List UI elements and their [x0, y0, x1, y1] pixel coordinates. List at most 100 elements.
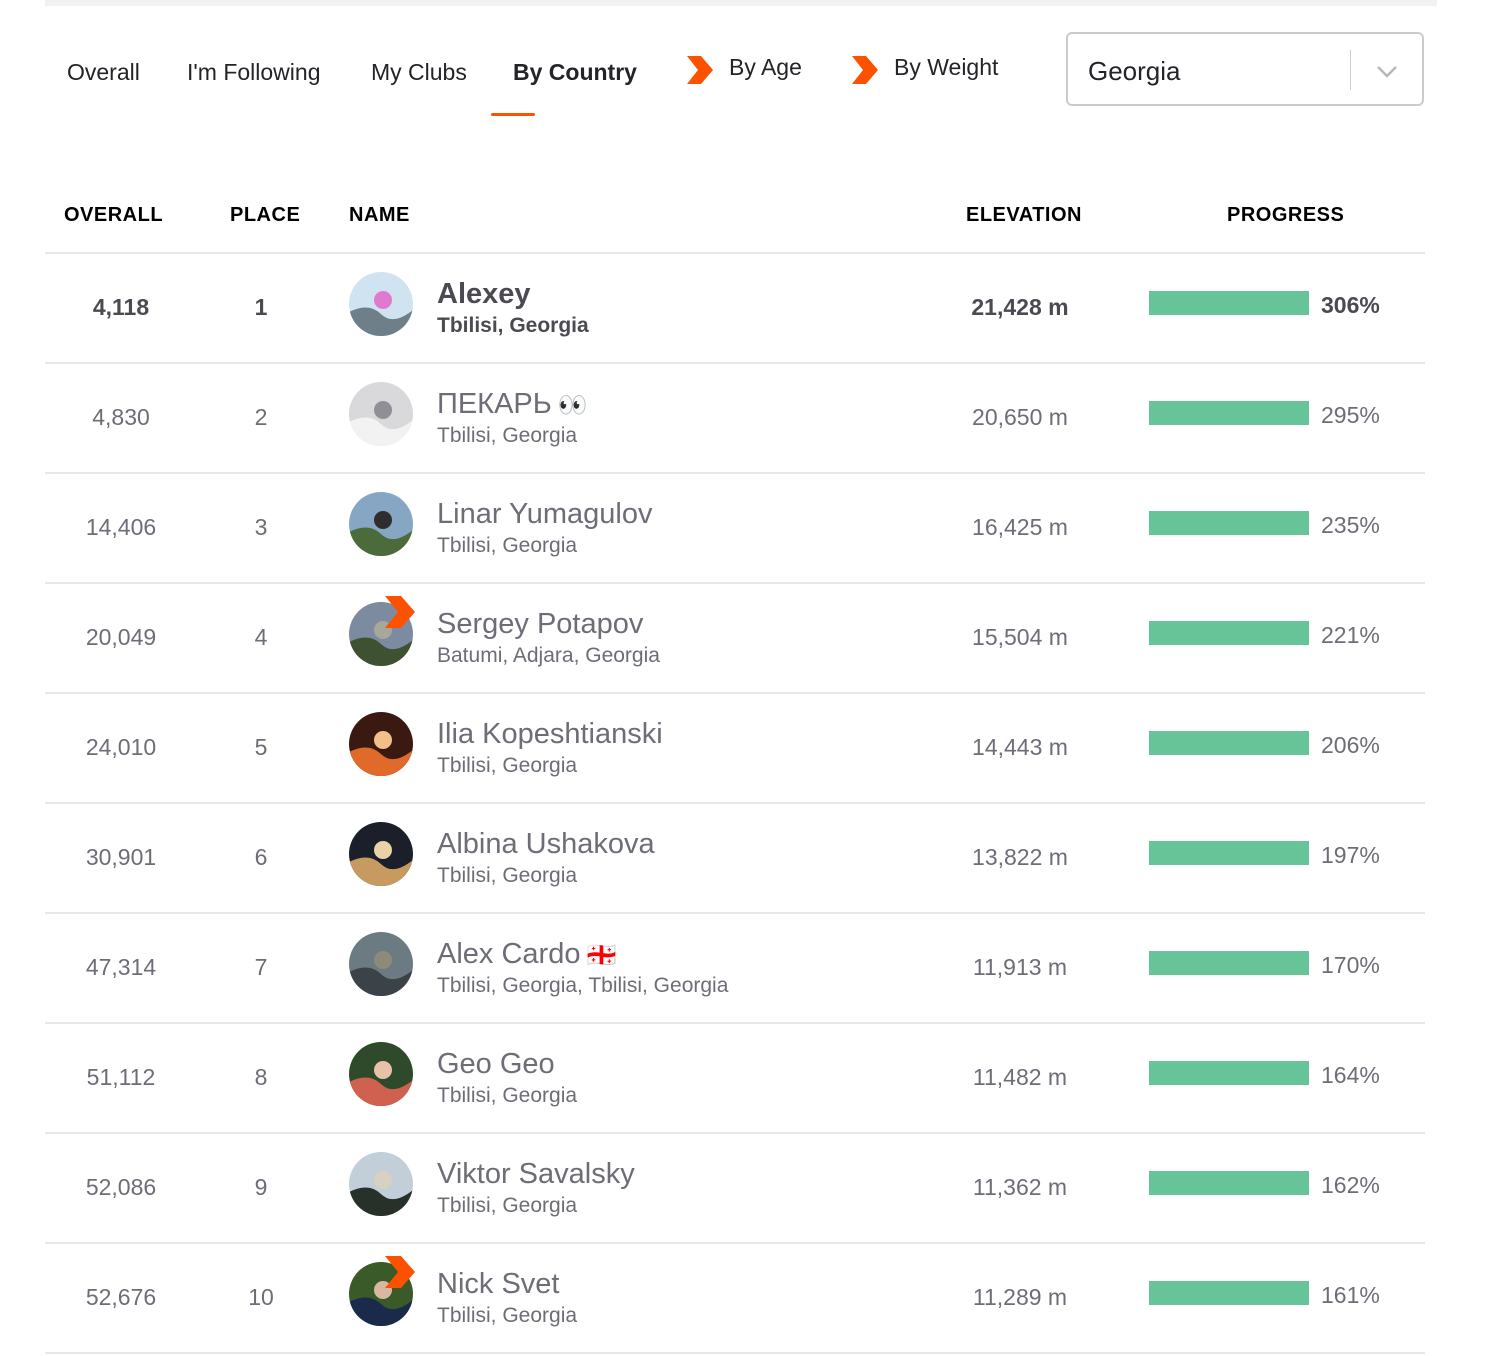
- progress-bar: [1149, 731, 1309, 755]
- progress-bar: [1149, 511, 1309, 535]
- athlete-location: Tbilisi, Georgia: [437, 534, 578, 557]
- progress-percent: 162%: [1321, 1172, 1380, 1198]
- country-place: 9: [254, 1174, 268, 1200]
- avatar-photo: [349, 1042, 413, 1106]
- overall-rank: 51,112: [86, 1064, 156, 1090]
- athlete-name-link[interactable]: Linar Yumagulov: [437, 498, 653, 531]
- athlete-name: Alex Cardo: [437, 938, 581, 970]
- elevation-value: 13,822 m: [972, 844, 1068, 870]
- athlete-name-link[interactable]: ПЕКАРЬ 👀: [437, 388, 588, 421]
- athlete-name: Nick Svet: [437, 1268, 560, 1300]
- overall-rank: 30,901: [85, 844, 157, 870]
- table-row: 4,830 2 ПЕКАРЬ 👀 Tbilisi, Georgia 20,650 m 295…: [45, 364, 1425, 474]
- avatar-photo: [349, 492, 413, 556]
- athlete-location: Tbilisi, Georgia: [437, 1084, 578, 1107]
- athlete-location: Tbilisi, Georgia: [437, 314, 589, 337]
- avatar-photo: [349, 822, 413, 886]
- progress-percent: 206%: [1321, 732, 1380, 758]
- athlete-name-link[interactable]: Ilia Kopeshtianski: [437, 718, 663, 751]
- table-row: 24,010 5 Ilia Kopeshtianski Tbilisi, Georgi…: [45, 694, 1425, 804]
- table-row: 20,049 4 Sergey Potapov Batumi, Adjara, Geo…: [45, 584, 1425, 694]
- progress-bar: [1149, 841, 1309, 865]
- table-header: OVERALL PLACE NAME ELEVATION PROGRESS: [45, 190, 1425, 254]
- elevation-value: 11,913 m: [972, 954, 1068, 980]
- country-place: 8: [254, 1064, 268, 1090]
- avatar[interactable]: [349, 382, 413, 446]
- progress-bar: [1149, 951, 1309, 975]
- country-place: 2: [254, 404, 268, 430]
- avatar-photo: [349, 382, 413, 446]
- avatar[interactable]: [349, 492, 413, 556]
- athlete-name-link[interactable]: Nick Svet: [437, 1268, 559, 1301]
- avatar[interactable]: [349, 712, 413, 776]
- tab-label: I'm Following: [187, 59, 321, 85]
- tab-label: By Weight: [894, 54, 999, 80]
- athlete-location: Tbilisi, Georgia, Tbilisi, Georgia: [437, 974, 729, 997]
- leaderboard-tabs: Overall I'm Following My Clubs By Countr…: [45, 30, 1045, 116]
- athlete-name: Geo Geo: [437, 1048, 555, 1080]
- overall-rank: 24,010: [85, 734, 157, 760]
- country-place: 10: [248, 1284, 274, 1310]
- elevation-value: 20,650 m: [972, 404, 1068, 430]
- country-select-value: Georgia: [1088, 56, 1181, 86]
- progress-percent: 161%: [1321, 1282, 1380, 1308]
- avatar-photo: [349, 932, 413, 996]
- progress-bar: [1149, 291, 1309, 315]
- tab-label: By Age: [729, 54, 802, 80]
- overall-rank: 4,830: [92, 404, 150, 430]
- elevation-value: 11,482 m: [972, 1064, 1068, 1090]
- tab-label: My Clubs: [371, 59, 467, 85]
- progress-percent: 170%: [1321, 952, 1380, 978]
- elevation-value: 14,443 m: [972, 734, 1068, 760]
- progress-percent: 164%: [1321, 1062, 1380, 1088]
- table-row: 52,086 9 Viktor Savalsky Tbilisi, Georgia 11…: [45, 1134, 1425, 1244]
- table-row: 4,118 1 Alexey Tbilisi, Georgia 21,428 m 306%: [45, 254, 1425, 364]
- progress-percent: 306%: [1321, 292, 1380, 318]
- table-row: 52,676 10 Nick Svet Tbilisi, Georgia 11,289 …: [45, 1244, 1425, 1354]
- name-emoji: 👀: [557, 392, 588, 419]
- athlete-name: Sergey Potapov: [437, 608, 644, 640]
- avatar[interactable]: [349, 1042, 413, 1106]
- athlete-name-link[interactable]: Alex Cardo 🇬🇪: [437, 938, 616, 971]
- table-row: 51,112 8 Geo Geo Tbilisi, Georgia 11,482 m 16…: [45, 1024, 1425, 1134]
- country-select[interactable]: Georgia: [1066, 32, 1424, 106]
- athlete-location: Tbilisi, Georgia: [437, 864, 578, 887]
- select-separator: [1350, 50, 1351, 90]
- progress-bar: [1149, 1171, 1309, 1195]
- table-row: 14,406 3 Linar Yumagulov Tbilisi, Georgia 16…: [45, 474, 1425, 584]
- column-header-name: NAME: [349, 204, 410, 226]
- elevation-value: 21,428 m: [971, 294, 1069, 320]
- tab-label: Overall: [67, 59, 140, 85]
- athlete-location: Tbilisi, Georgia: [437, 754, 578, 777]
- avatar-photo: [349, 712, 413, 776]
- avatar-photo: [349, 1152, 413, 1216]
- elevation-value: 11,362 m: [972, 1174, 1068, 1200]
- overall-rank: 14,406: [85, 514, 157, 540]
- elevation-value: 16,425 m: [972, 514, 1068, 540]
- leaderboard-rows: 4,118 1 Alexey Tbilisi, Georgia 21,428 m 306%…: [45, 254, 1425, 1354]
- country-place: 1: [254, 294, 268, 320]
- progress-bar: [1149, 1281, 1309, 1305]
- athlete-name-link[interactable]: Sergey Potapov: [437, 608, 643, 641]
- avatar[interactable]: [349, 932, 413, 996]
- subscriber-badge-icon: [385, 1256, 415, 1288]
- athlete-name-link[interactable]: Albina Ushakova: [437, 828, 655, 861]
- active-tab-underline: [491, 113, 535, 116]
- avatar[interactable]: [349, 272, 413, 336]
- name-emoji: 🇬🇪: [586, 942, 617, 969]
- subscriber-badge-icon: [385, 596, 415, 628]
- country-place: 6: [254, 844, 268, 870]
- athlete-name-link[interactable]: Geo Geo: [437, 1048, 555, 1081]
- chevron-down-icon: [1377, 66, 1397, 78]
- country-place: 5: [254, 734, 268, 760]
- athlete-name: Ilia Kopeshtianski: [437, 718, 663, 750]
- athlete-name-link[interactable]: Viktor Savalsky: [437, 1158, 635, 1191]
- overall-rank: 52,676: [85, 1284, 157, 1310]
- avatar-photo: [349, 272, 413, 336]
- country-place: 3: [254, 514, 268, 540]
- athlete-name-link[interactable]: Alexey: [437, 278, 531, 311]
- subscription-chevron-icon: [687, 56, 713, 84]
- avatar[interactable]: [349, 822, 413, 886]
- avatar[interactable]: [349, 1152, 413, 1216]
- athlete-location: Tbilisi, Georgia: [437, 1304, 578, 1327]
